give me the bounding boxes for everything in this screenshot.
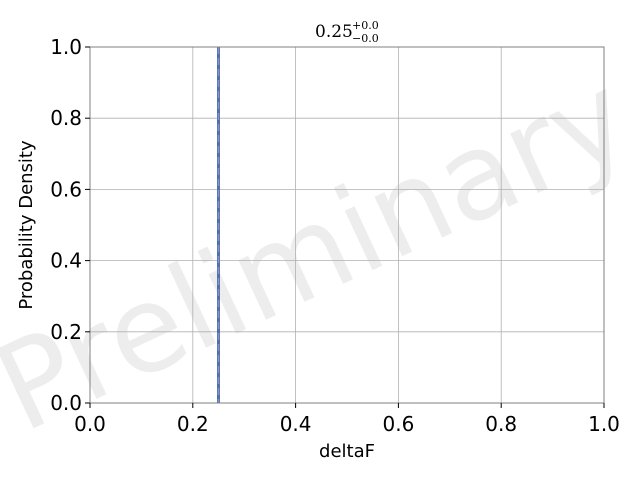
x-tick-label: 0.0 <box>74 412 106 436</box>
title-lower: −0.0 <box>352 32 379 45</box>
y-axis-label: Probability Density <box>16 140 37 310</box>
x-tick-label: 0.6 <box>382 412 414 436</box>
y-tick-label: 0.4 <box>50 249 82 273</box>
title-value: 0.25 <box>315 22 353 42</box>
y-tick-label: 0.0 <box>50 391 82 415</box>
y-tick-label: 0.2 <box>50 320 82 344</box>
x-tick-label: 0.2 <box>177 412 209 436</box>
x-tick-label: 1.0 <box>588 412 620 436</box>
watermark-text: Preliminary <box>0 47 640 459</box>
y-tick-label: 0.8 <box>50 106 82 130</box>
x-tick-label: 0.8 <box>485 412 517 436</box>
y-tick-label: 1.0 <box>50 35 82 59</box>
chart-title: 0.25 <box>315 22 353 42</box>
plot-frame <box>89 46 605 404</box>
y-ticks: 0.0 0.2 0.4 0.6 0.8 1.0 <box>50 35 90 415</box>
x-tick-label: 0.4 <box>280 412 312 436</box>
y-tick-label: 0.6 <box>50 177 82 201</box>
x-ticks: 0.0 0.2 0.4 0.6 0.8 1.0 <box>74 403 620 436</box>
title-upper: +0.0 <box>352 19 379 32</box>
x-axis-label: deltaF <box>319 441 375 462</box>
